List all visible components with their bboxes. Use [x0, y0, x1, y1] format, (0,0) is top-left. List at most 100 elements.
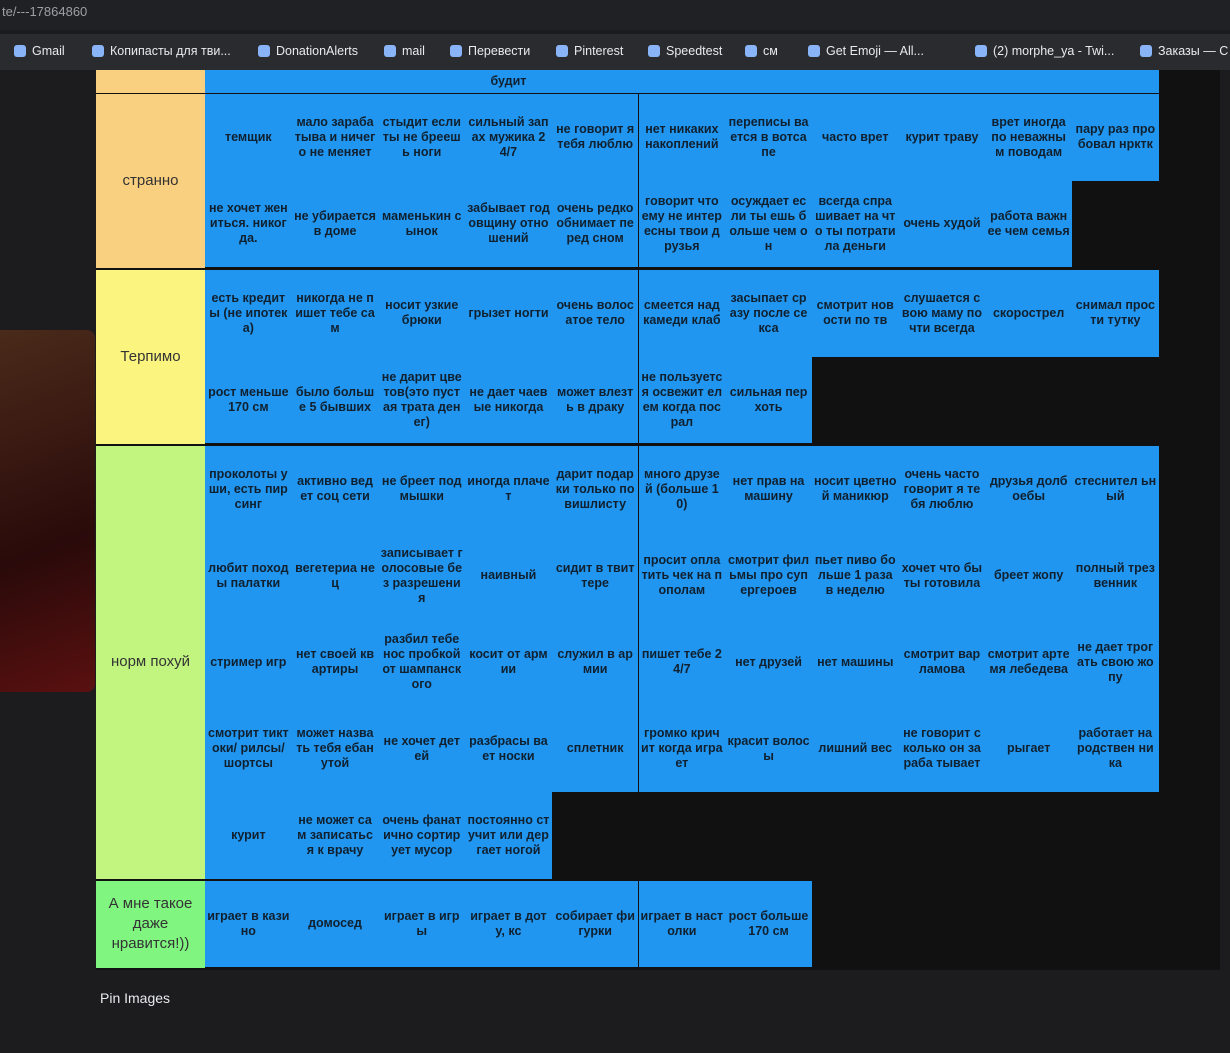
tier-item[interactable]: собирает фигурки	[551, 880, 639, 967]
tier-item[interactable]: смеется над камеди клаб	[638, 270, 726, 357]
tier-item[interactable]: вегетериа нец	[291, 532, 379, 619]
tier-item[interactable]: грызет ногти	[465, 270, 552, 357]
tier-item[interactable]: смотрит тиктоки/ рилсы/ шортсы	[205, 705, 292, 792]
tier-item[interactable]: не пользуется освежит елем когда посрал	[638, 356, 726, 443]
tier-item[interactable]: было больше 5 бывших	[291, 356, 379, 443]
tier-item[interactable]: пишет тебе 24/7	[638, 619, 726, 706]
pin-images-button[interactable]: Pin Images	[100, 990, 171, 1006]
tier-item[interactable]: носит цветной маникюр	[811, 446, 899, 533]
tier-item[interactable]: очень волосатое тело	[551, 270, 639, 357]
bookmark[interactable]: DonationAlerts	[258, 44, 358, 58]
tier-item[interactable]: переписы вается в вотсапе	[725, 94, 812, 181]
tier-item[interactable]: никогда не пишет тебе сам	[291, 270, 379, 357]
address-bar[interactable]: te/---17864860	[0, 0, 1230, 30]
tier-item[interactable]: курит	[205, 792, 292, 879]
tier-item[interactable]: не убирается в доме	[291, 180, 379, 267]
tier-item[interactable]: маменькин сынок	[378, 180, 466, 267]
tier-item[interactable]: не говорит я тебя люблю	[551, 94, 639, 181]
tier-item[interactable]: просит оплатить чек на пополам	[638, 532, 726, 619]
tier-item[interactable]: осуждает если ты ешь больше чем он	[725, 180, 812, 267]
tier-item[interactable]: разбил тебе нос пробкой от шампанского	[378, 619, 466, 706]
tier-item[interactable]: много друзей (больше 10)	[638, 446, 726, 533]
bookmark[interactable]: Копипасты для тви...	[92, 44, 231, 58]
tier-item[interactable]: будит	[490, 74, 527, 88]
tier-item[interactable]: рост меньше 170 см	[205, 356, 292, 443]
tier-item[interactable]: служил в армии	[551, 619, 639, 706]
tier-item[interactable]: пару раз пробовал нрктк	[1072, 94, 1159, 181]
tier-item[interactable]: играет в игры	[378, 880, 466, 967]
tier-item[interactable]: снимал прости тутку	[1072, 270, 1159, 357]
tier-item[interactable]: работает на родствен ника	[1072, 705, 1159, 792]
bookmark[interactable]: mail	[384, 44, 425, 58]
tier-item[interactable]: играет в казино	[205, 880, 292, 967]
tier-item[interactable]: нет никаких накоплений	[638, 94, 726, 181]
tier-item[interactable]: стыдит если ты не бреешь ноги	[378, 94, 466, 181]
tier-item[interactable]: смотрит новости по тв	[811, 270, 899, 357]
bookmark[interactable]: Заказы — C	[1140, 44, 1228, 58]
tier-item[interactable]: очень худой	[898, 180, 986, 267]
tier-item[interactable]: дарит подарки только по вишлисту	[551, 446, 639, 533]
tier-item[interactable]: очень часто говорит я тебя люблю	[898, 446, 986, 533]
tier-item[interactable]: носит узкие брюки	[378, 270, 466, 357]
tier-item[interactable]: играет в настолки	[638, 880, 726, 967]
tier-item[interactable]: засыпает сразу после секса	[725, 270, 812, 357]
tier-item[interactable]: нет прав на машину	[725, 446, 812, 533]
tier-item[interactable]: постоянно стучит или дергает ногой	[465, 792, 552, 879]
tier-item[interactable]: полный трезвенник	[1072, 532, 1159, 619]
tier-item[interactable]: курит траву	[898, 94, 986, 181]
tier-item[interactable]: темщик	[205, 94, 292, 181]
tier-item[interactable]: рыгает	[985, 705, 1072, 792]
tier-item[interactable]: косит от армии	[465, 619, 552, 706]
tier-item[interactable]: нет друзей	[725, 619, 812, 706]
tier-item[interactable]: стример игр	[205, 619, 292, 706]
tier-item[interactable]: не может сам записаться к врачу	[291, 792, 379, 879]
tier-item[interactable]: хочет что бы ты готовила	[898, 532, 986, 619]
tier-item[interactable]: рост больше 170 см	[725, 880, 812, 967]
tier-item[interactable]: очень фанатично сортирует мусор	[378, 792, 466, 879]
tier-item[interactable]: работа важнее чем семья	[985, 180, 1072, 267]
bookmark[interactable]: Gmail	[14, 44, 65, 58]
bookmark[interactable]: Get Emoji — All...	[808, 44, 924, 58]
tier-item[interactable]: скорострел	[985, 270, 1072, 357]
tier-item[interactable]: записывает голосовые без разрешения	[378, 532, 466, 619]
tier-item[interactable]: смотрит варламова	[898, 619, 986, 706]
bookmark[interactable]: Перевести	[450, 44, 530, 58]
tier-item[interactable]: врет иногда по неважным поводам	[985, 94, 1072, 181]
tier-item[interactable]: мало зарабатыва и ничего не меняет	[291, 94, 379, 181]
tier-item[interactable]: проколоты уши, есть пирсинг	[205, 446, 292, 533]
tier-item[interactable]: громко кричит когда играет	[638, 705, 726, 792]
tier-item[interactable]: иногда плачет	[465, 446, 552, 533]
tier-item[interactable]: часто врет	[811, 94, 899, 181]
tier-item[interactable]: не дает трогать свою жопу	[1072, 619, 1159, 706]
tier-item[interactable]: сплетник	[551, 705, 639, 792]
tier-item[interactable]: активно ведет соц сети	[291, 446, 379, 533]
tier-item[interactable]: любит походы палатки	[205, 532, 292, 619]
tier-item[interactable]: говорит что ему не интересны твои друзья	[638, 180, 726, 267]
tier-item[interactable]: всегда спрашивает на что ты потратила де…	[811, 180, 899, 267]
tier-item[interactable]: не говорит сколько он зараба тывает	[898, 705, 986, 792]
tier-item[interactable]: домосед	[291, 880, 379, 967]
tier-item[interactable]: не хочет жениться. никогда.	[205, 180, 292, 267]
tier-item[interactable]: бреет жопу	[985, 532, 1072, 619]
tier-item[interactable]: смотрит фильмы про супергероев	[725, 532, 812, 619]
bookmark[interactable]: см	[745, 44, 778, 58]
tier-item[interactable]: пьет пиво больше 1 раза в неделю	[811, 532, 899, 619]
tier-item[interactable]: не бреет подмышки	[378, 446, 466, 533]
tier-item[interactable]: играет в доту, кс	[465, 880, 552, 967]
tier-item[interactable]: есть кредиты (не ипотека)	[205, 270, 292, 357]
tier-item[interactable]: сидит в твиттере	[551, 532, 639, 619]
tier-item[interactable]: не дает чаевые никогда	[465, 356, 552, 443]
tier-item[interactable]: нет машины	[811, 619, 899, 706]
tier-item[interactable]: может назвать тебя ебанутой	[291, 705, 379, 792]
tier-item[interactable]: стеснител ьный	[1072, 446, 1159, 533]
tier-item[interactable]: сильная перхоть	[725, 356, 812, 443]
bookmark[interactable]: Speedtest	[648, 44, 722, 58]
tier-item[interactable]: сильный запах мужика 24/7	[465, 94, 552, 181]
tier-item[interactable]: друзья долбоебы	[985, 446, 1072, 533]
tier-item[interactable]: не дарит цветов(это пустая трата денег)	[378, 356, 466, 443]
tier-item[interactable]: красит волосы	[725, 705, 812, 792]
tier-item[interactable]: лишний вес	[811, 705, 899, 792]
tier-item[interactable]: не хочет детей	[378, 705, 466, 792]
tier-item[interactable]: нет своей квартиры	[291, 619, 379, 706]
tier-item[interactable]: наивный	[465, 532, 552, 619]
